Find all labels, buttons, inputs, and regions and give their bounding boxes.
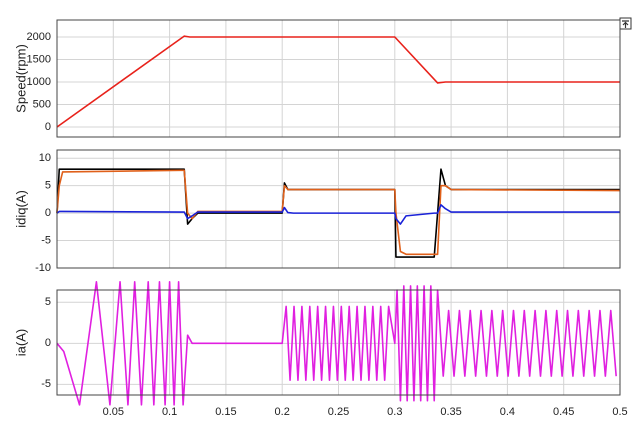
y-tick-label: 0: [45, 337, 51, 349]
y-tick-label: -10: [35, 262, 51, 274]
series-line: [56, 169, 621, 256]
x-tick-label: 0.25: [328, 406, 349, 418]
y-tick-label: 1500: [27, 53, 51, 65]
subplot: 0.05 0.1 0.15 0.2 0.25 0.3 0.35 0.4 0.45 0.5 -5 0 5 i…: [13, 281, 628, 418]
y-tick-label: 5: [45, 296, 51, 308]
x-tick-label: 0.05: [103, 406, 124, 418]
y-axis-label: Speed(rpm): [13, 44, 28, 113]
x-tick-label: 0.5: [612, 406, 627, 418]
x-tick-label: 0.4: [500, 406, 515, 418]
x-tick-label: 0.1: [162, 406, 177, 418]
y-tick-label: 500: [33, 98, 51, 110]
y-tick-label: 5: [45, 180, 51, 192]
series-line: [56, 281, 617, 406]
y-tick-label: 0: [45, 207, 51, 219]
series-line: [56, 204, 620, 225]
undock-icon[interactable]: [619, 17, 632, 30]
y-tick-label: -5: [41, 378, 51, 390]
axes-frame: [56, 149, 621, 269]
y-tick-label: 2000: [27, 31, 51, 43]
y-tick-label: 0: [45, 121, 51, 133]
axes-frame: [56, 19, 621, 138]
y-tick-label: 1000: [27, 76, 51, 88]
y-axis-label: idiq(A): [13, 190, 28, 228]
series-line: [56, 35, 620, 128]
y-tick-label: 10: [39, 152, 51, 164]
x-tick-label: 0.35: [440, 406, 461, 418]
y-tick-label: -5: [41, 234, 51, 246]
x-tick-label: 0.3: [387, 406, 402, 418]
x-tick-label: 0.15: [215, 406, 236, 418]
x-tick-label: 0.2: [275, 406, 290, 418]
subplot: -10 -5 0 5 10 idiq(A): [13, 149, 621, 274]
icon-glyph: [622, 20, 629, 28]
x-tick-label: 0.45: [553, 406, 574, 418]
axes-frame: [56, 289, 621, 396]
y-axis-label: ia(A): [13, 329, 28, 356]
